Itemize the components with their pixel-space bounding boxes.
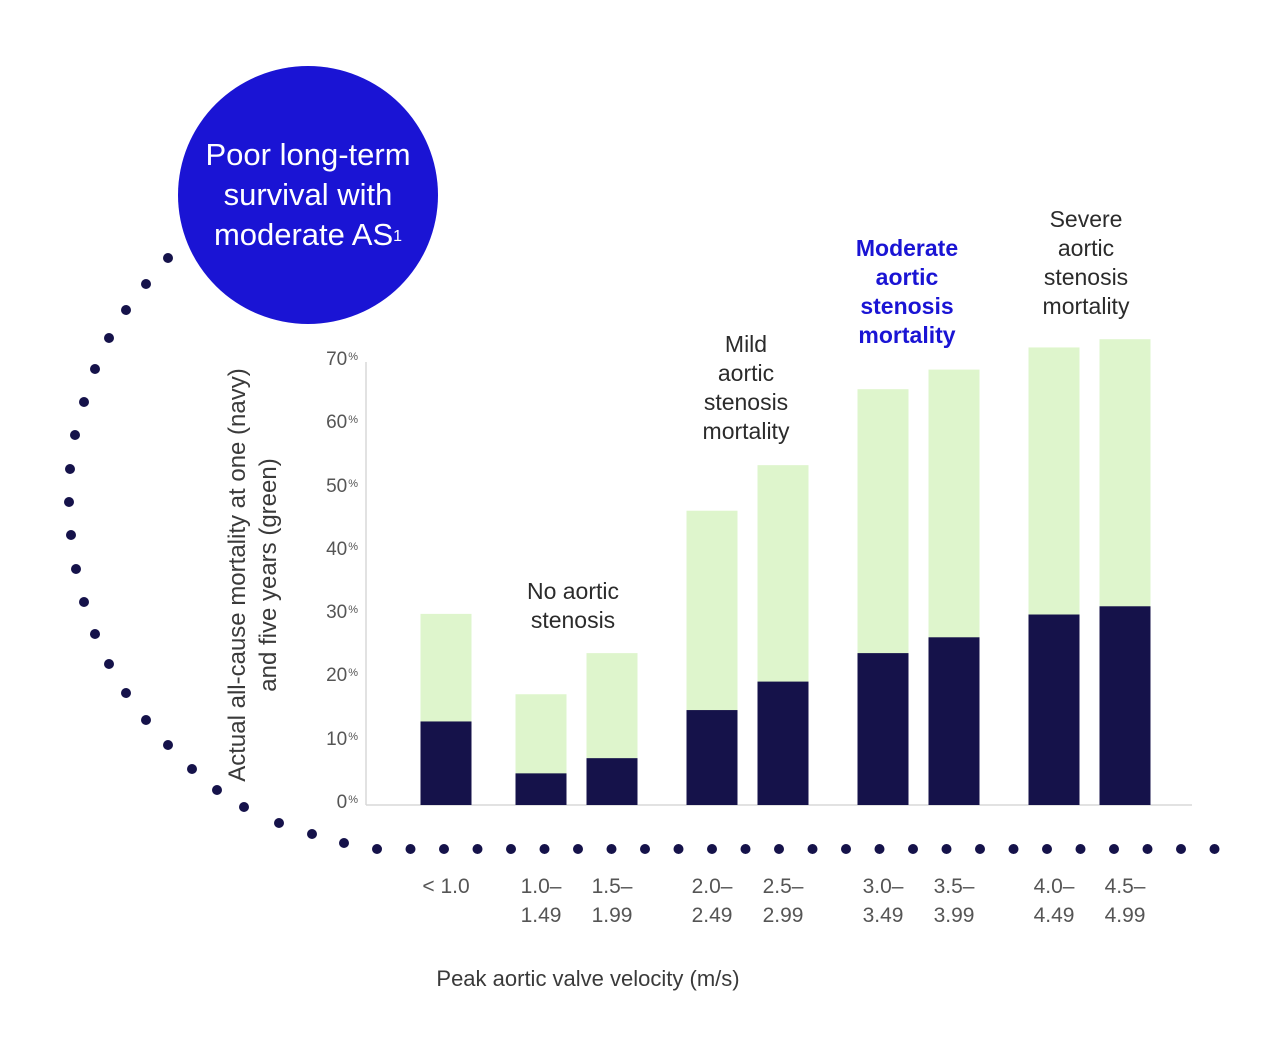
connector-dot	[212, 785, 222, 795]
bar-one-year-4	[686, 710, 738, 805]
connector-dot	[163, 253, 173, 263]
bar-one-year-6	[857, 653, 909, 805]
callout-text: Poor long-term survival with moderate AS	[205, 137, 411, 252]
connector-dot	[104, 333, 114, 343]
connector-dot	[740, 844, 751, 854]
connector-dot	[774, 844, 784, 854]
bar-one-year-5	[757, 681, 809, 805]
group-label-1: No aortic stenosis	[526, 578, 620, 633]
connector-dot	[104, 659, 114, 669]
connector-dot	[64, 497, 74, 507]
connector-dot	[807, 844, 818, 854]
connector-dot	[90, 364, 100, 374]
y-tick-label: 70%	[326, 349, 358, 370]
connector-dot	[65, 464, 75, 474]
connector-dot	[1109, 844, 1119, 854]
bar-one-year-8	[1028, 614, 1080, 805]
connector-dot	[1008, 844, 1019, 854]
group-label-3: Moderate aortic stenosis mortality	[855, 235, 959, 348]
connector-dot	[372, 844, 382, 854]
connector-dot	[163, 740, 173, 750]
connector-dot	[640, 844, 650, 854]
x-tick-label: 4.0– 4.49	[1033, 875, 1075, 927]
connector-dot	[307, 829, 317, 839]
y-tick-label: 60%	[326, 412, 358, 434]
y-tick-label: 10%	[326, 728, 358, 750]
connector-dot	[274, 818, 284, 828]
y-tick-label: 20%	[326, 665, 358, 687]
x-tick-label: < 1.0	[422, 875, 470, 898]
connector-dot	[472, 844, 483, 854]
bar-one-year-3	[586, 758, 638, 805]
x-tick-label: 3.5– 3.99	[933, 875, 975, 927]
connector-dot	[439, 844, 449, 854]
dotted-connector	[64, 253, 1220, 854]
bars-group	[420, 339, 1151, 805]
y-tick-label: 40%	[326, 538, 358, 560]
connector-dot	[1142, 844, 1153, 854]
connector-dot	[121, 305, 131, 315]
connector-dot	[239, 802, 249, 812]
y-axis-title: Actual all-cause mortality at one (navy)…	[224, 368, 282, 782]
connector-dot	[339, 838, 349, 848]
x-axis-title: Peak aortic valve velocity (m/s)	[436, 966, 740, 991]
connector-dot	[573, 844, 583, 854]
connector-dot	[539, 844, 550, 854]
connector-dot	[71, 564, 81, 574]
connector-dot	[141, 715, 151, 725]
connector-dot	[141, 279, 151, 289]
y-tick-label: 30%	[326, 602, 358, 624]
x-tick-label: 1.5– 1.99	[591, 875, 633, 927]
connector-dot	[66, 530, 76, 540]
callout-bubble: Poor long-term survival with moderate AS…	[178, 66, 438, 324]
connector-dot	[90, 629, 100, 639]
group-label-2: Mild aortic stenosis mortality	[702, 331, 790, 444]
connector-dot	[405, 844, 416, 854]
connector-dot	[1209, 844, 1220, 854]
connector-dot	[70, 430, 80, 440]
connector-dot	[1042, 844, 1052, 854]
connector-dot	[79, 397, 89, 407]
bar-one-year-7	[928, 637, 980, 805]
group-label-4: Severe aortic stenosis mortality	[1042, 206, 1130, 319]
connector-dot	[187, 764, 197, 774]
bar-one-year-1	[420, 721, 472, 805]
connector-dot	[1075, 844, 1086, 854]
connector-dot	[908, 844, 918, 854]
connector-dot	[975, 844, 985, 854]
bar-one-year-9	[1099, 606, 1151, 805]
x-tick-label: 4.5– 4.99	[1104, 875, 1146, 927]
y-tick-label: 0%	[336, 792, 358, 813]
connector-dot	[121, 688, 131, 698]
x-tick-label: 2.0– 2.49	[691, 875, 733, 927]
connector-dot	[673, 844, 684, 854]
connector-dot	[1176, 844, 1186, 854]
connector-dot	[841, 844, 851, 854]
callout-footnote-ref: 1	[393, 228, 403, 245]
connector-dot	[79, 597, 89, 607]
x-tick-label: 1.0– 1.49	[520, 875, 562, 927]
y-tick-label: 50%	[326, 475, 358, 497]
x-tick-label: 2.5– 2.99	[762, 875, 804, 927]
x-tick-label: 3.0– 3.49	[862, 875, 904, 927]
connector-dot	[606, 844, 617, 854]
connector-dot	[506, 844, 516, 854]
connector-dot	[874, 844, 885, 854]
bar-one-year-2	[515, 773, 567, 805]
connector-dot	[941, 844, 952, 854]
connector-dot	[707, 844, 717, 854]
